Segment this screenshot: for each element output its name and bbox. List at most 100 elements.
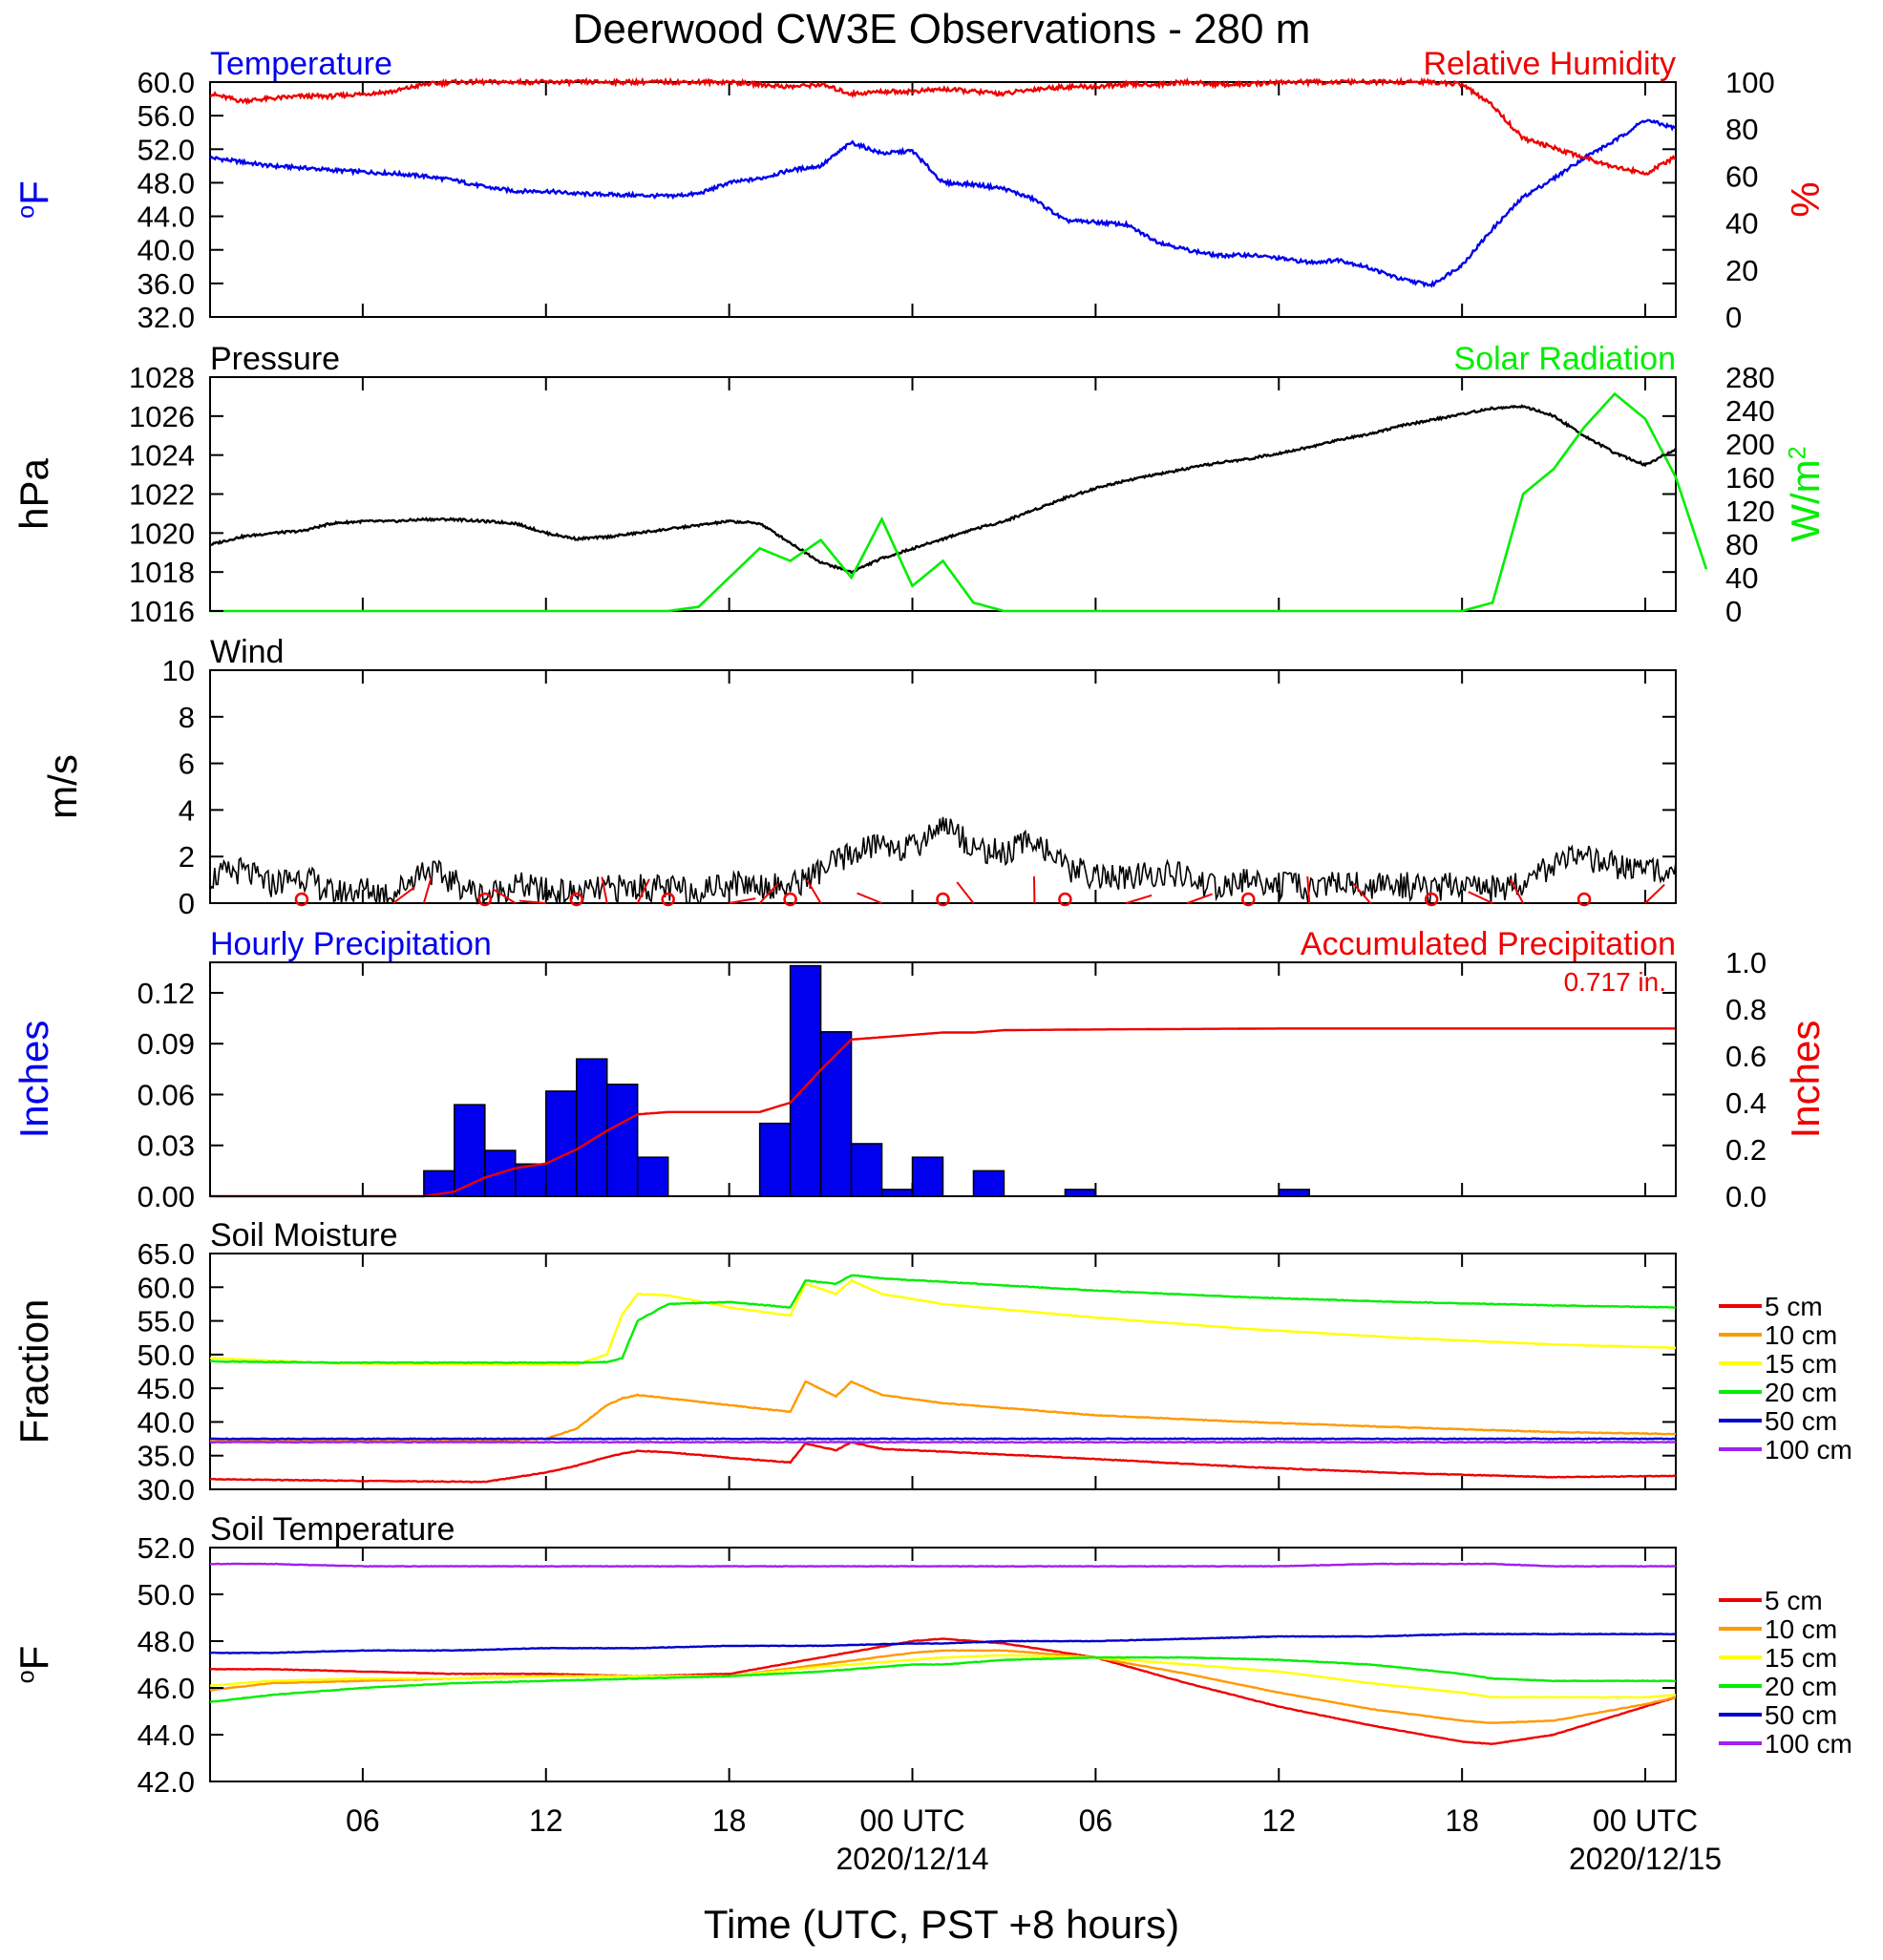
accum-rtick-label-1: 0.2: [1725, 1133, 1767, 1167]
soil-temperature-ytick-label-4: 50.0: [138, 1578, 195, 1612]
wind-barb-7: [601, 876, 608, 904]
soil-moisture-ytick-label-6: 60.0: [138, 1271, 195, 1304]
soil-temperature-ytick-label-3: 48.0: [138, 1625, 195, 1658]
x-tick-label-2: 18: [712, 1803, 747, 1838]
soil-temperature-ytick-label-2: 46.0: [138, 1672, 195, 1705]
wind-calm-18: [1058, 892, 1072, 907]
soil-temperature-line-20cm: [209, 1655, 1677, 1703]
precip-bar-3: [515, 1163, 547, 1197]
soil-moisture-ytick-label-5: 55.0: [138, 1305, 195, 1338]
rh-rtick-label-0: 0: [1725, 301, 1742, 334]
accum-precip-total: 0.717 in.: [1564, 967, 1666, 997]
soil-moisture-line-20cm: [209, 1274, 1677, 1364]
soil-temperature-title: Soil Temperature: [210, 1511, 455, 1548]
wind-barb-14: [857, 892, 882, 904]
rh-rtick-label-4: 80: [1725, 113, 1758, 146]
wind-barb-10: [729, 897, 756, 904]
soil-temperature-legend-label-5: 100 cm: [1765, 1729, 1852, 1759]
accum-rtick-label-2: 0.4: [1725, 1086, 1767, 1120]
temp-ytick-label-2: 40.0: [138, 234, 195, 267]
wind-title: Wind: [210, 634, 284, 670]
temperature-line: [208, 118, 1677, 288]
wind-barb-22: [1306, 875, 1311, 904]
soil-moisture-legend-label-2: 15 cm: [1765, 1349, 1837, 1379]
soil-moisture-ytick-label-4: 50.0: [138, 1338, 195, 1372]
soil-temperature-ytick-label-1: 44.0: [138, 1718, 195, 1752]
temp-ytick-label-4: 48.0: [138, 166, 195, 200]
pres-frame: [209, 376, 1677, 612]
precip-ytick-label-3: 0.09: [138, 1027, 195, 1061]
pressure-unit-base: hPa: [11, 457, 56, 529]
pressure-unit: hPa: [11, 457, 56, 529]
precip-bar-4: [545, 1090, 578, 1197]
soil-temperature-line-15cm: [209, 1654, 1676, 1699]
precip-bar-12: [880, 1189, 914, 1197]
wind-unit: m/s: [40, 754, 85, 819]
hourly-precip-title: Hourly Precipitation: [210, 926, 492, 962]
panel-soil-moisture: 30.035.040.045.050.055.060.065.0 Soil Moi…: [11, 1217, 1852, 1507]
wind-ytick-label-4: 8: [179, 701, 195, 734]
wind-barb-13: [806, 879, 822, 904]
wind-barb-2: [422, 876, 433, 904]
rh-rtick-label-2: 40: [1725, 207, 1758, 241]
panel-precipitation: 0.00 0.03 0.06 0.09 0.12 0.0 0.2 0.4 0.6 0.8 1.0 Ho…: [11, 926, 1828, 1213]
soil-moisture-frame: [209, 1253, 1677, 1490]
soil-temperature-frame: [209, 1547, 1677, 1782]
precip-bar-11: [850, 1143, 883, 1197]
chart-title: Deerwood CW3E Observations - 280 m: [573, 6, 1311, 53]
precip-ytick-label-0: 0.00: [138, 1180, 195, 1213]
soil-temperature-legend-label-1: 10 cm: [1765, 1614, 1837, 1644]
soil-moisture-title: Soil Moisture: [210, 1217, 398, 1254]
x-tick-date-7: 2020/12/15: [1569, 1842, 1722, 1876]
soil-moisture-ytick-label-7: 65.0: [138, 1237, 195, 1271]
solar-unit-sup: 2: [1784, 446, 1810, 459]
wind-calm-12: [783, 892, 797, 907]
solar-title: Solar Radiation: [1454, 341, 1676, 377]
x-axis-label: Time (UTC, PST +8 hours): [704, 1902, 1179, 1947]
temperature-unit: oF: [11, 180, 56, 219]
soil-moisture-ytick-label-2: 40.0: [138, 1405, 195, 1439]
solar-line: [210, 391, 1708, 613]
x-tick-label-4: 06: [1079, 1803, 1113, 1838]
soil-moisture-line-10cm: [209, 1380, 1677, 1443]
soil-temperature-line-10cm: [209, 1649, 1677, 1724]
wind-barb-26: [1510, 878, 1524, 904]
soil-moisture-ytick-label-1: 35.0: [138, 1440, 195, 1473]
soil-temperature-unit-degree: o: [12, 1670, 39, 1683]
x-tick-label-1: 12: [529, 1803, 563, 1838]
soil-moisture-line-15cm: [209, 1278, 1677, 1367]
pres-ytick-label-1: 1018: [129, 556, 195, 589]
soil-moisture-legend-label-0: 5 cm: [1765, 1292, 1823, 1321]
precip-frame: [209, 961, 1677, 1197]
x-tick-label-7: 00 UTC: [1593, 1803, 1698, 1838]
precip-bar-1: [454, 1104, 486, 1197]
precip-bar-15: [1064, 1189, 1097, 1197]
precip-bar-16: [1278, 1189, 1311, 1197]
precip-ytick-label-4: 0.12: [138, 977, 195, 1010]
precip-ytick-label-2: 0.06: [138, 1078, 195, 1111]
humidity-unit: %: [1783, 181, 1828, 217]
accum-precip-line: [210, 1027, 1676, 1198]
pres-ytick-label-6: 1028: [129, 361, 195, 394]
solar-rtick-label-1: 40: [1725, 561, 1758, 595]
wind-calm-0: [294, 892, 309, 907]
temperature-title: Temperature: [210, 46, 392, 82]
soil-temperature-unit: oF: [11, 1646, 56, 1684]
wind-barb-1: [392, 886, 415, 904]
soil-temperature-line-100cm: [209, 1562, 1677, 1569]
wind-barb-5: [518, 899, 546, 904]
soil-moisture-ytick-label-3: 45.0: [138, 1372, 195, 1405]
wind-barb-8: [636, 878, 650, 904]
x-axis: 06 12 18 00 UTC 2020/12/14 06 12 18 00 UTC 2020/1…: [346, 1803, 1722, 1876]
humidity-title: Relative Humidity: [1423, 46, 1676, 82]
solar-rtick-label-0: 0: [1725, 595, 1742, 628]
wind-frame: [209, 669, 1677, 904]
precip-bar-9: [789, 964, 822, 1197]
pressure-line: [209, 404, 1678, 575]
x-tick-label-0: 06: [346, 1803, 380, 1838]
x-tick-date-3: 2020/12/14: [836, 1842, 988, 1876]
pres-ytick-label-3: 1022: [129, 478, 195, 512]
solar-rtick-label-7: 280: [1725, 361, 1775, 394]
